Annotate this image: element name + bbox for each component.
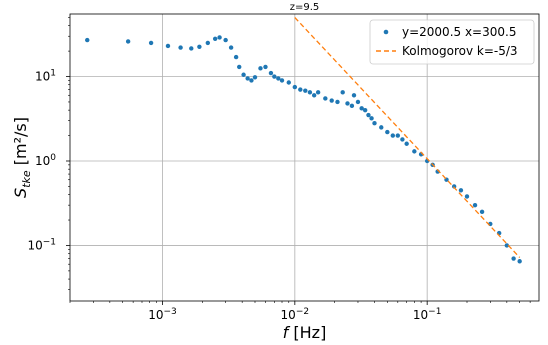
data-point bbox=[178, 45, 183, 50]
data-point bbox=[504, 243, 510, 248]
data-point bbox=[451, 184, 457, 189]
data-point bbox=[252, 75, 258, 80]
data-point bbox=[400, 137, 405, 142]
kolmogorov-reference-line bbox=[294, 17, 521, 258]
data-point bbox=[511, 256, 516, 261]
legend-entry-kolmogorov: Kolmogorov k=-5/3 bbox=[402, 44, 518, 58]
x-axis-label: f [Hz] bbox=[283, 323, 327, 342]
data-point bbox=[286, 80, 291, 85]
data-point bbox=[148, 40, 154, 46]
data-point bbox=[366, 112, 371, 118]
data-point bbox=[372, 121, 377, 126]
data-point bbox=[165, 43, 171, 49]
data-point bbox=[223, 37, 228, 43]
data-point bbox=[228, 45, 234, 50]
y-axis-label: Stke [m²/s] bbox=[11, 117, 33, 198]
data-point bbox=[345, 101, 350, 106]
data-point bbox=[340, 90, 345, 95]
data-point bbox=[245, 76, 250, 81]
data-point bbox=[479, 209, 485, 215]
data-point bbox=[298, 87, 303, 92]
data-point bbox=[311, 93, 317, 98]
data-point bbox=[472, 202, 478, 208]
data-point bbox=[237, 64, 242, 70]
chart-title: z=9.5 bbox=[290, 2, 320, 13]
data-point bbox=[292, 84, 298, 90]
data-point bbox=[233, 54, 239, 60]
data-point bbox=[272, 74, 277, 79]
data-point bbox=[404, 141, 409, 146]
data-point bbox=[464, 194, 470, 199]
data-point bbox=[458, 188, 464, 193]
data-point bbox=[212, 36, 218, 41]
data-point bbox=[307, 90, 313, 95]
data-point bbox=[85, 37, 90, 43]
data-point bbox=[349, 103, 355, 109]
data-point bbox=[258, 66, 263, 71]
data-point bbox=[263, 64, 268, 70]
data-point bbox=[390, 133, 396, 138]
data-point bbox=[249, 78, 254, 83]
data-point bbox=[351, 93, 357, 98]
data-point bbox=[362, 107, 368, 113]
data-point bbox=[303, 88, 308, 93]
data-point bbox=[279, 78, 285, 83]
data-point bbox=[276, 76, 281, 81]
data-point bbox=[359, 106, 364, 111]
data-point bbox=[241, 72, 246, 77]
data-point bbox=[385, 129, 390, 135]
data-point bbox=[205, 40, 211, 46]
legend-marker-points bbox=[383, 29, 389, 35]
legend-entry-points: y=2000.5 x=300.5 bbox=[402, 25, 516, 39]
plot-area bbox=[85, 17, 522, 264]
data-point bbox=[189, 46, 194, 51]
data-point bbox=[379, 125, 384, 130]
data-point bbox=[412, 149, 417, 154]
data-point bbox=[315, 90, 321, 95]
data-point bbox=[217, 35, 222, 40]
data-point bbox=[268, 70, 274, 76]
data-point bbox=[335, 99, 340, 105]
legend: y=2000.5 x=300.5 Kolmogorov k=-5/3 bbox=[369, 19, 535, 65]
data-point bbox=[125, 39, 131, 44]
data-point bbox=[395, 133, 401, 138]
data-point bbox=[323, 96, 328, 101]
legend-box bbox=[369, 19, 535, 65]
data-point bbox=[329, 98, 334, 103]
plot-frame bbox=[69, 13, 540, 302]
data-point bbox=[369, 116, 374, 121]
data-point bbox=[197, 44, 202, 49]
data-point bbox=[355, 99, 361, 105]
data-point bbox=[517, 259, 522, 264]
